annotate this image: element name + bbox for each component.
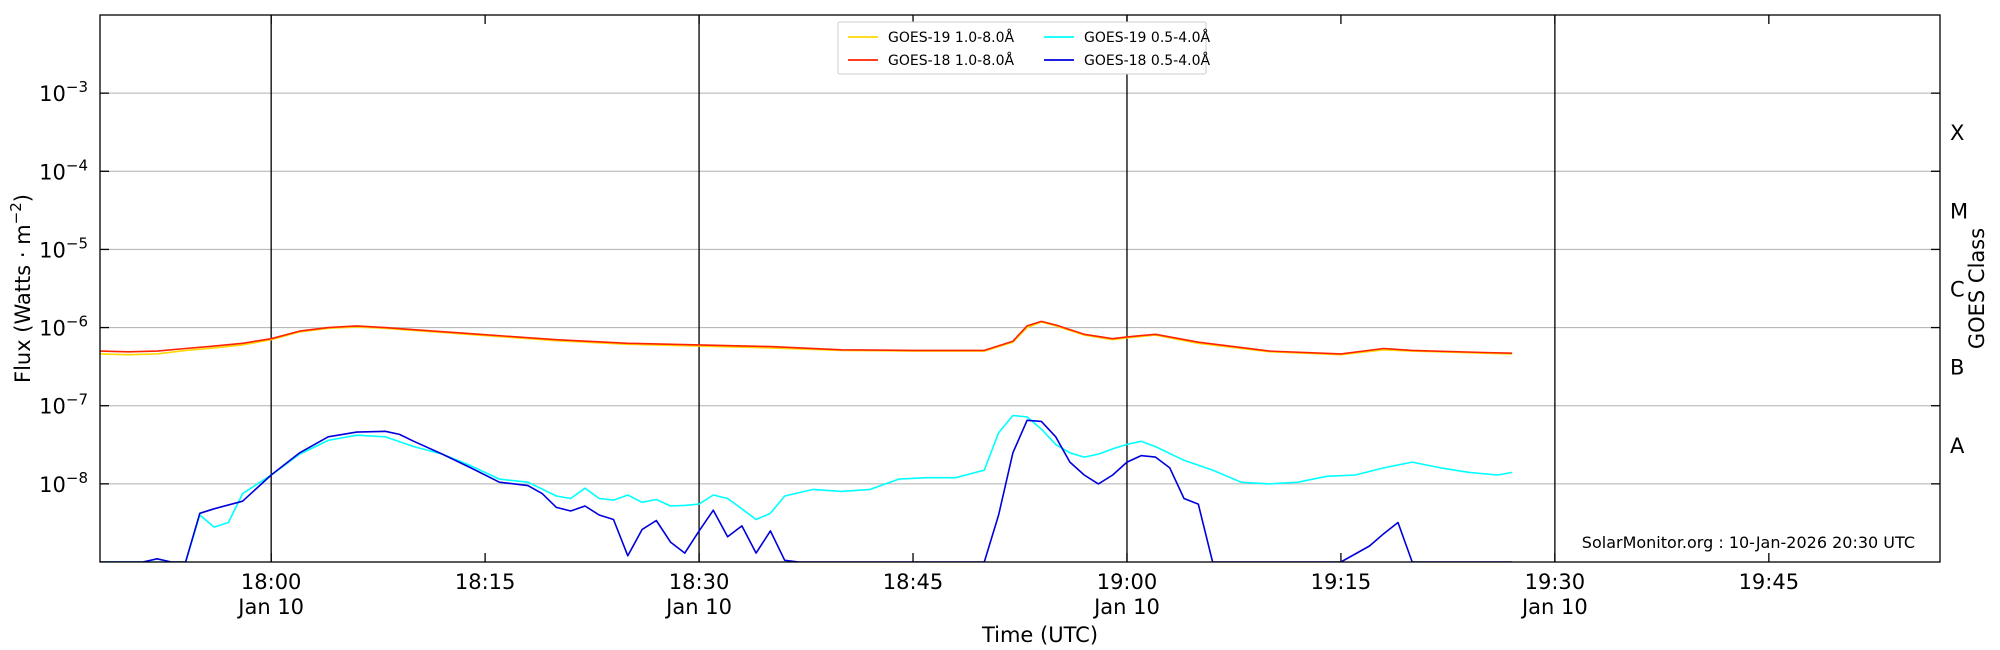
x-tick-label: 19:15	[1311, 570, 1372, 594]
legend: GOES-19 1.0-8.0Å GOES-18 1.0-8.0Å GOES-19 …	[837, 21, 1210, 75]
tick-layer	[100, 15, 1940, 562]
x-tick-date-label: Jan 10	[236, 595, 304, 619]
series-line-3	[100, 419, 1513, 562]
y-tick-label: 10−6	[39, 313, 88, 341]
series-line-1	[100, 320, 1513, 355]
y-axis-title: Flux (Watts · m−2)	[7, 194, 35, 383]
goes-class-label: B	[1950, 356, 1964, 380]
x-tick-label: 19:00	[1097, 570, 1158, 594]
legend-label: GOES-18 1.0-8.0Å	[888, 52, 1014, 69]
goes-class-label: M	[1950, 199, 1968, 223]
x-tick-label: 19:45	[1739, 570, 1800, 594]
y-tick-label: 10−7	[39, 391, 88, 419]
goes-class-label: C	[1950, 278, 1965, 302]
x-tick-label: 18:30	[669, 570, 730, 594]
series-line-0	[100, 321, 1513, 356]
y-tick-label: 10−5	[39, 234, 88, 262]
x-tick-date-label: Jan 10	[664, 595, 732, 619]
x-axis-title: Time (UTC)	[981, 623, 1098, 647]
credit-text: SolarMonitor.org : 10-Jan-2026 20:30 UTC	[1582, 533, 1915, 552]
grid-layer	[100, 92, 1940, 485]
plot-frame	[99, 14, 1941, 563]
legend-label: GOES-18 0.5-4.0Å	[1084, 52, 1210, 69]
x-tick-label: 19:30	[1525, 570, 1586, 594]
goes-class-axis-title: GOES Class	[1965, 228, 1989, 349]
x-tick-date-label: Jan 10	[1520, 595, 1588, 619]
legend-label: GOES-19 0.5-4.0Å	[1084, 29, 1210, 46]
goes-class-label: X	[1950, 121, 1964, 145]
series-line-2	[100, 414, 1513, 562]
legend-label: GOES-19 1.0-8.0Å	[888, 29, 1014, 46]
x-tick-label: 18:15	[455, 570, 516, 594]
x-tick-label: 18:45	[883, 570, 944, 594]
y-tick-label: 10−8	[39, 469, 88, 497]
legend-box	[837, 21, 1207, 75]
y-tick-label: 10−4	[39, 156, 88, 184]
y-tick-label: 10−3	[39, 78, 88, 106]
x-tick-label: 18:00	[241, 570, 302, 594]
day-separator-lines	[270, 15, 1556, 562]
series-layer	[100, 320, 1513, 562]
x-tick-date-label: Jan 10	[1092, 595, 1160, 619]
goes-class-label: A	[1950, 434, 1965, 458]
